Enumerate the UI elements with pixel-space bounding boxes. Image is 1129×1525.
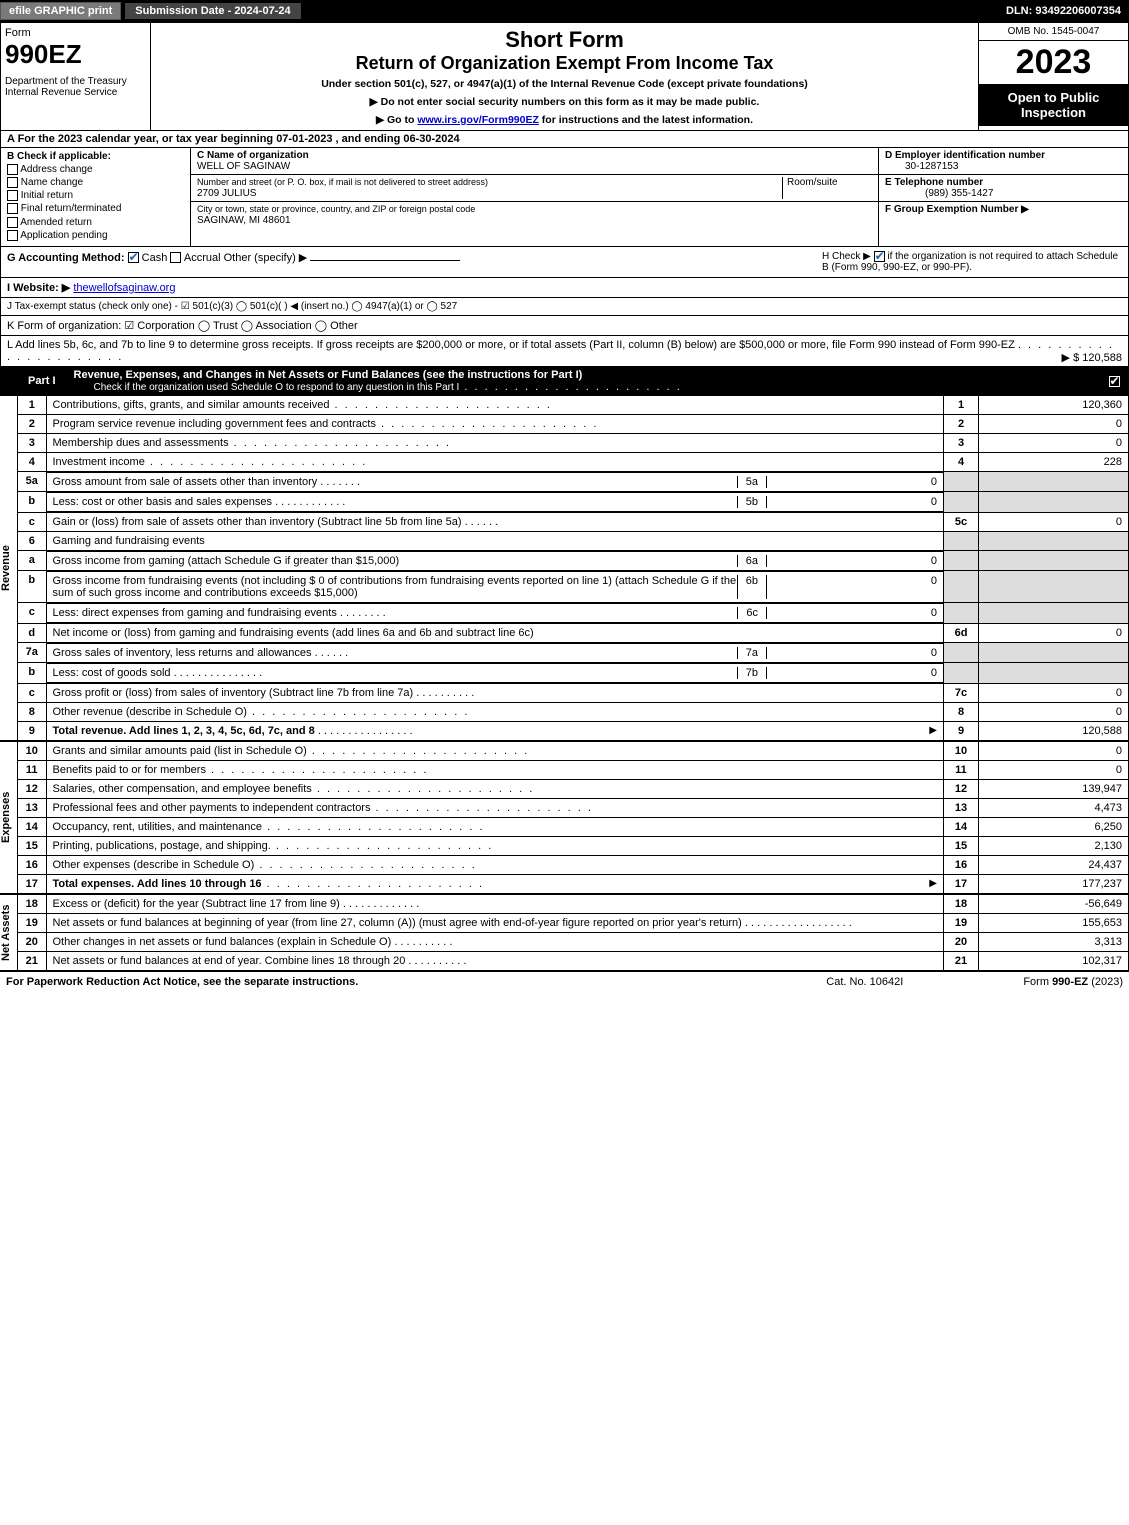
org-name: WELL OF SAGINAW <box>197 161 290 172</box>
org-city: SAGINAW, MI 48601 <box>197 215 291 226</box>
row-j-tax-exempt: J Tax-exempt status (check only one) - ☑… <box>0 298 1129 316</box>
line-18-value: -56,649 <box>979 894 1129 913</box>
line-15-value: 2,130 <box>979 836 1129 855</box>
line-3-value: 0 <box>979 433 1129 452</box>
tel-label: E Telephone number <box>885 177 983 188</box>
line-20-value: 3,313 <box>979 932 1129 951</box>
subtitle: Under section 501(c), 527, or 4947(a)(1)… <box>155 78 974 90</box>
page-footer: For Paperwork Reduction Act Notice, see … <box>0 971 1129 992</box>
footer-left: For Paperwork Reduction Act Notice, see … <box>6 976 826 988</box>
addr-label: Number and street (or P. O. box, if mail… <box>197 177 488 187</box>
line-21-value: 102,317 <box>979 951 1129 970</box>
line-13-value: 4,473 <box>979 798 1129 817</box>
footer-form: Form 990-EZ (2023) <box>1023 976 1123 988</box>
checkbox-address-change[interactable] <box>7 164 18 175</box>
row-k-organization: K Form of organization: ☑ Corporation ◯ … <box>0 316 1129 336</box>
row-l-gross-receipts: L Add lines 5b, 6c, and 7b to line 9 to … <box>0 336 1129 367</box>
instruction-2: ▶ Go to www.irs.gov/Form990EZ for instru… <box>155 114 974 126</box>
form-header: Form 990EZ Department of the Treasury In… <box>0 22 1129 131</box>
checkbox-amended-return[interactable] <box>7 217 18 228</box>
row-a-tax-year: A For the 2023 calendar year, or tax yea… <box>0 131 1129 148</box>
gross-receipts-amount: ▶ $ 120,588 <box>1062 351 1122 364</box>
name-label: C Name of organization <box>197 150 309 161</box>
checkbox-initial-return[interactable] <box>7 190 18 201</box>
instruction-1: ▶ Do not enter social security numbers o… <box>155 96 974 108</box>
tax-year: 2023 <box>979 41 1128 84</box>
revenue-side-label: Revenue <box>0 395 18 741</box>
footer-cat: Cat. No. 10642I <box>826 976 903 988</box>
revenue-table: 1Contributions, gifts, grants, and simil… <box>18 395 1129 741</box>
department-label: Department of the Treasury Internal Reve… <box>5 76 146 98</box>
checkbox-schedule-b[interactable] <box>874 251 885 262</box>
room-suite-label: Room/suite <box>782 177 872 199</box>
row-g-h: G Accounting Method: Cash Accrual Other … <box>0 247 1129 278</box>
part-1-tab: Part I <box>18 373 66 389</box>
info-block: B Check if applicable: Address change Na… <box>0 148 1129 247</box>
open-to-public: Open to Public Inspection <box>979 84 1128 126</box>
box-c: C Name of organization WELL OF SAGINAW N… <box>191 148 878 246</box>
part-1-sub: Check if the organization used Schedule … <box>74 382 460 393</box>
form-number: 990EZ <box>5 39 146 70</box>
website-link[interactable]: thewellofsaginaw.org <box>73 282 175 294</box>
net-assets-table: 18Excess or (deficit) for the year (Subt… <box>18 894 1129 971</box>
line-17-value: 177,237 <box>979 874 1129 893</box>
header-mid: Short Form Return of Organization Exempt… <box>151 23 978 130</box>
group-exemption-label: F Group Exemption Number ▶ <box>885 204 1029 215</box>
line-1-value: 120,360 <box>979 395 1129 414</box>
ein-value: 30-1287153 <box>885 161 958 172</box>
line-6d-value: 0 <box>979 623 1129 642</box>
expenses-table: 10Grants and similar amounts paid (list … <box>18 741 1129 894</box>
checkbox-schedule-o[interactable] <box>1109 376 1120 387</box>
checkbox-accrual[interactable] <box>170 252 181 263</box>
line-12-value: 139,947 <box>979 779 1129 798</box>
line-8-value: 0 <box>979 702 1129 721</box>
accounting-label: G Accounting Method: <box>7 252 125 264</box>
line-7c-value: 0 <box>979 683 1129 702</box>
line-14-value: 6,250 <box>979 817 1129 836</box>
line-4-value: 228 <box>979 452 1129 471</box>
box-def: D Employer identification number 30-1287… <box>878 148 1128 246</box>
header-right: OMB No. 1545-0047 2023 Open to Public In… <box>978 23 1128 130</box>
line-9-value: 120,588 <box>979 721 1129 740</box>
checkbox-name-change[interactable] <box>7 177 18 188</box>
ein-label: D Employer identification number <box>885 150 1045 161</box>
checkbox-application-pending[interactable] <box>7 230 18 241</box>
part-1-header: Part I Revenue, Expenses, and Changes in… <box>0 367 1129 395</box>
efile-print-button[interactable]: efile GRAPHIC print <box>0 2 121 20</box>
part-1-title: Revenue, Expenses, and Changes in Net As… <box>74 369 583 381</box>
line-2-value: 0 <box>979 414 1129 433</box>
irs-link[interactable]: www.irs.gov/Form990EZ <box>417 114 539 126</box>
submission-date: Submission Date - 2024-07-24 <box>125 3 300 19</box>
line-11-value: 0 <box>979 760 1129 779</box>
top-bar: efile GRAPHIC print Submission Date - 20… <box>0 0 1129 22</box>
tel-value: (989) 355-1427 <box>885 188 993 199</box>
box-b: B Check if applicable: Address change Na… <box>1 148 191 246</box>
omb-number: OMB No. 1545-0047 <box>979 23 1128 41</box>
box-b-label: B Check if applicable: <box>7 151 111 162</box>
title-return: Return of Organization Exempt From Incom… <box>155 53 974 74</box>
form-label: Form <box>5 27 146 39</box>
checkbox-cash[interactable] <box>128 252 139 263</box>
row-i-website: I Website: ▶ thewellofsaginaw.org <box>0 278 1129 298</box>
dln-label: DLN: 93492206007354 <box>1006 5 1129 17</box>
net-assets-side-label: Net Assets <box>0 894 18 971</box>
org-address: 2709 JULIUS <box>197 188 256 199</box>
line-10-value: 0 <box>979 741 1129 760</box>
line-16-value: 24,437 <box>979 855 1129 874</box>
h-label: H Check ▶ <box>822 251 874 262</box>
expenses-side-label: Expenses <box>0 741 18 894</box>
city-label: City or town, state or province, country… <box>197 204 475 214</box>
header-left: Form 990EZ Department of the Treasury In… <box>1 23 151 130</box>
checkbox-final-return[interactable] <box>7 203 18 214</box>
line-19-value: 155,653 <box>979 913 1129 932</box>
title-short-form: Short Form <box>155 27 974 53</box>
line-5c-value: 0 <box>979 512 1129 531</box>
